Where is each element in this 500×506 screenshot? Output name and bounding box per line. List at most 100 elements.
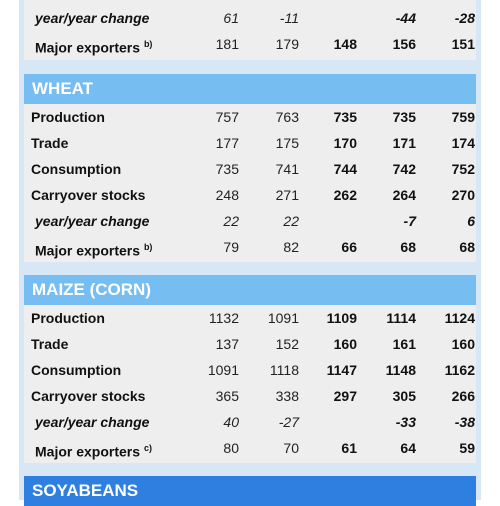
value-cell: 22 — [223, 213, 239, 229]
value-cell: 152 — [275, 336, 299, 352]
value-cell: 742 — [392, 161, 416, 177]
value-cell: 1132 — [208, 310, 239, 326]
value-cell: 248 — [215, 187, 239, 203]
value-cell: 148 — [333, 36, 357, 52]
value-cell: 741 — [275, 161, 299, 177]
row-label: Major exporters b) — [35, 242, 153, 259]
value-cell: 80 — [223, 440, 239, 456]
value-cell: 338 — [275, 388, 299, 404]
value-cell: 1109 — [326, 310, 357, 326]
value-cell: 1148 — [385, 362, 416, 378]
row-label: Carryover stocks — [31, 388, 146, 404]
table-row: Major exporters b) 79 82 66 68 68 — [24, 234, 476, 260]
table-row: year/year change 40 -27 -33 -38 — [24, 409, 476, 435]
value-cell: 1091 — [267, 310, 299, 326]
value-cell: 61 — [223, 10, 239, 26]
value-cell: 752 — [451, 161, 475, 177]
value-cell: 270 — [451, 187, 475, 203]
row-label: Carryover stocks — [31, 187, 146, 203]
value-cell: 68 — [459, 239, 475, 255]
top-block: year/year change 61 -11 -44 -28 Major ex… — [24, 0, 476, 60]
section-header-soyabeans: SOYABEANS — [24, 476, 476, 506]
value-cell: 757 — [215, 109, 239, 125]
value-cell: 264 — [392, 187, 416, 203]
table-row: Trade 177 175 170 171 174 — [24, 130, 476, 156]
table-row: Production 1132 1091 1109 1114 1124 — [24, 305, 476, 331]
row-label: Trade — [31, 336, 69, 352]
value-cell: 1118 — [269, 362, 299, 378]
table-row: Consumption 1091 1118 1147 1148 1162 — [24, 357, 476, 383]
value-cell: 22 — [283, 213, 299, 229]
value-cell: -11 — [279, 10, 299, 26]
value-cell: 160 — [333, 336, 357, 352]
table-row: Production 757 763 735 735 759 — [24, 104, 476, 130]
value-cell: 1147 — [326, 362, 357, 378]
value-cell: 744 — [333, 161, 357, 177]
value-cell: 735 — [392, 109, 416, 125]
value-cell: 59 — [459, 440, 475, 456]
table-row: Major exporters b) 181 179 148 156 151 — [24, 31, 476, 57]
value-cell: 160 — [451, 336, 475, 352]
value-cell: 61 — [341, 440, 357, 456]
value-cell: 151 — [451, 36, 475, 52]
value-cell: -33 — [395, 414, 416, 430]
value-cell: 1124 — [444, 310, 475, 326]
footnote-marker: b) — [143, 39, 153, 49]
value-cell: 735 — [215, 161, 239, 177]
value-cell: 271 — [275, 187, 299, 203]
section-header-maize: MAIZE (CORN) — [24, 275, 476, 305]
row-label: Consumption — [31, 161, 122, 177]
value-cell: 177 — [215, 135, 239, 151]
row-label: Trade — [31, 135, 69, 151]
section-header-wheat: WHEAT — [24, 74, 476, 104]
value-cell: 170 — [333, 135, 357, 151]
value-cell: 266 — [451, 388, 475, 404]
table-row: Carryover stocks 248 271 262 264 270 — [24, 182, 476, 208]
value-cell: -27 — [278, 414, 299, 430]
value-cell: 156 — [392, 36, 416, 52]
value-cell: 305 — [392, 388, 416, 404]
value-cell: 137 — [215, 336, 239, 352]
row-label: Production — [31, 310, 105, 326]
row-label: Major exporters c) — [35, 443, 152, 460]
value-cell: 1162 — [444, 362, 475, 378]
table-row: Major exporters c) 80 70 61 64 59 — [24, 435, 476, 461]
value-cell: -7 — [403, 213, 416, 229]
table-row: year/year change 22 22 -7 6 — [24, 208, 476, 234]
value-cell: 735 — [333, 109, 357, 125]
value-cell: 181 — [215, 36, 239, 52]
value-cell: 763 — [275, 109, 299, 125]
value-cell: 64 — [400, 440, 416, 456]
value-cell: 1091 — [207, 362, 239, 378]
table-row: Consumption 735 741 744 742 752 — [24, 156, 476, 182]
row-label: year/year change — [35, 213, 150, 229]
row-label: Consumption — [31, 362, 122, 378]
row-label: Production — [31, 109, 105, 125]
maize-block: Production 1132 1091 1109 1114 1124 Trad… — [24, 305, 476, 463]
table-row: Trade 137 152 160 161 160 — [24, 331, 476, 357]
row-label: Major exporters b) — [35, 39, 153, 56]
footnote-marker: c) — [143, 443, 152, 453]
value-cell: 179 — [275, 36, 299, 52]
grain-balance-table: year/year change 61 -11 -44 -28 Major ex… — [24, 0, 476, 506]
value-cell: -28 — [454, 10, 475, 26]
table-row: Carryover stocks 365 338 297 305 266 — [24, 383, 476, 409]
value-cell: 66 — [341, 239, 357, 255]
value-cell: -44 — [395, 10, 416, 26]
value-cell: 40 — [223, 414, 239, 430]
value-cell: 297 — [333, 388, 357, 404]
value-cell: 79 — [223, 239, 239, 255]
table-row: year/year change 61 -11 -44 -28 — [24, 5, 476, 31]
value-cell: 6 — [467, 213, 475, 229]
row-label: year/year change — [35, 414, 150, 430]
value-cell: 161 — [392, 336, 416, 352]
footnote-marker: b) — [143, 242, 153, 252]
value-cell: 175 — [275, 135, 299, 151]
value-cell: 174 — [451, 135, 475, 151]
value-cell: 70 — [283, 440, 299, 456]
value-cell: 171 — [392, 135, 416, 151]
row-label: year/year change — [35, 10, 150, 26]
value-cell: 68 — [400, 239, 416, 255]
value-cell: 82 — [283, 239, 299, 255]
value-cell: 1114 — [386, 310, 416, 326]
